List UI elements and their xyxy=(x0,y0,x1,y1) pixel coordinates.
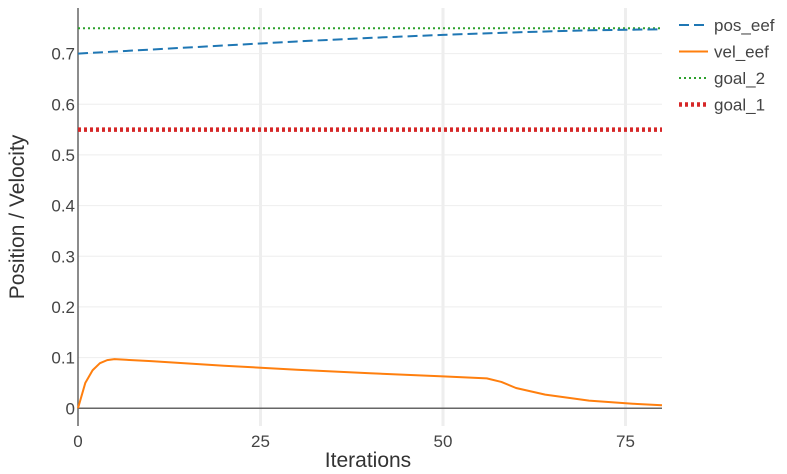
x-tick-label: 0 xyxy=(73,432,82,451)
y-tick-labels: 0 0.1 0.2 0.3 0.4 0.5 0.6 0.7 xyxy=(51,45,75,419)
legend-item-goal_2[interactable]: goal_2 xyxy=(679,69,765,88)
y-tick-label: 0.2 xyxy=(51,298,75,317)
legend-item-pos_eef[interactable]: pos_eef xyxy=(679,16,775,35)
series-layer xyxy=(77,27,663,409)
y-tick-label: 0.5 xyxy=(51,146,75,165)
y-tick-label: 0.7 xyxy=(51,45,75,64)
y-tick-label: 0.6 xyxy=(51,95,75,114)
x-tick-label: 25 xyxy=(251,432,270,451)
legend-label: goal_2 xyxy=(714,69,765,88)
legend-label: vel_eef xyxy=(714,43,769,62)
y-axis-title: Position / Velocity xyxy=(6,134,29,299)
legend[interactable]: pos_eef vel_eef goal_2 goal_1 xyxy=(679,16,775,115)
series-line-pos_eef xyxy=(77,28,663,55)
vertical-grid-lines xyxy=(259,8,627,426)
legend-label: pos_eef xyxy=(714,16,775,35)
x-tick-label: 50 xyxy=(434,432,453,451)
horizontal-grid-lines xyxy=(78,53,662,359)
y-tick-label: 0.4 xyxy=(51,197,75,216)
legend-label: goal_1 xyxy=(714,96,765,115)
legend-item-goal_1[interactable]: goal_1 xyxy=(679,96,765,115)
y-tick-label: 0 xyxy=(66,399,75,418)
x-tick-labels: 0 25 50 75 xyxy=(73,432,635,451)
x-axis-title: Iterations xyxy=(325,449,411,472)
x-tick-label: 75 xyxy=(616,432,635,451)
series-line-vel_eef xyxy=(77,358,663,409)
legend-item-vel_eef[interactable]: vel_eef xyxy=(679,43,769,62)
y-tick-label: 0.3 xyxy=(51,247,75,266)
y-tick-label: 0.1 xyxy=(51,349,75,368)
